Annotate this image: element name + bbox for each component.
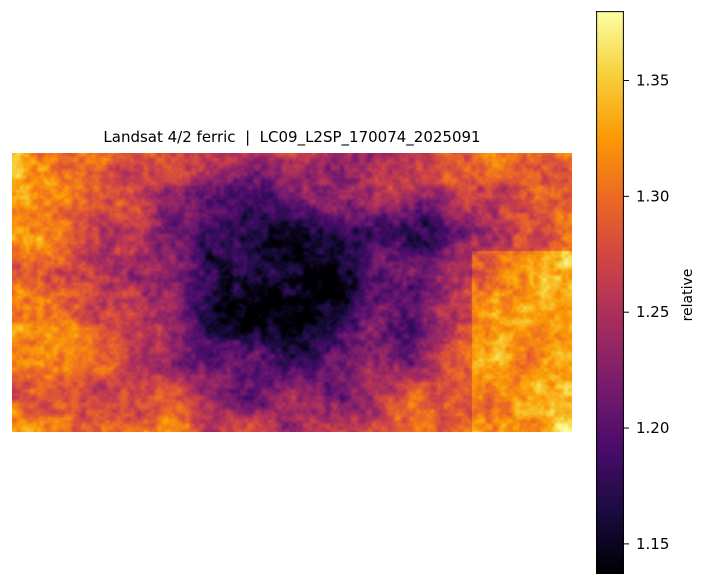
colorbar-tick-label: 1.35 — [636, 72, 669, 90]
chart-title: Landsat 4/2 ferric | LC09_L2SP_170074_20… — [103, 128, 481, 146]
colorbar-tick-label: 1.20 — [636, 419, 669, 437]
colorbar-tick-label: 1.30 — [636, 187, 669, 205]
colorbar — [596, 11, 624, 574]
colorbar-tick-label: 1.25 — [636, 303, 669, 321]
ferric-ratio-raster — [12, 153, 572, 432]
colorbar-tick-label: 1.15 — [636, 535, 669, 553]
colorbar-axis: 1.15 1.20 1.25 1.30 1.35 — [624, 72, 669, 553]
colorbar-label: relative — [680, 268, 696, 322]
